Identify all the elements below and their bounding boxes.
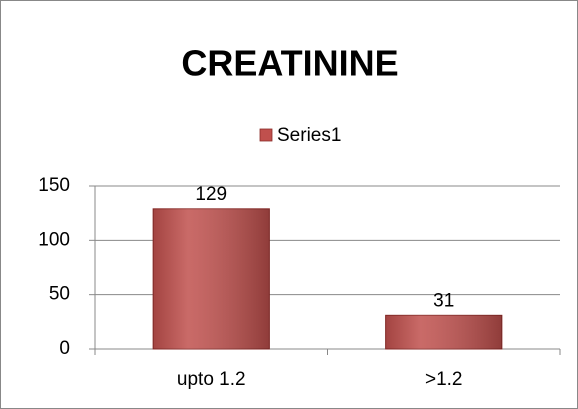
x-tick-label: >1.2 <box>425 369 463 390</box>
x-tick-label: upto 1.2 <box>177 369 246 390</box>
y-tick-label: 150 <box>38 175 70 196</box>
bar-shade <box>385 315 502 349</box>
data-label: 129 <box>195 184 227 205</box>
legend-label: Series1 <box>277 125 341 146</box>
bar-shade <box>153 208 270 349</box>
legend-swatch <box>259 128 273 142</box>
y-tick-label: 100 <box>38 229 70 250</box>
y-tick-label: 50 <box>49 284 70 305</box>
chart-title: CREATININE <box>181 43 398 84</box>
data-label: 31 <box>433 290 454 311</box>
y-tick-label: 0 <box>59 338 70 359</box>
